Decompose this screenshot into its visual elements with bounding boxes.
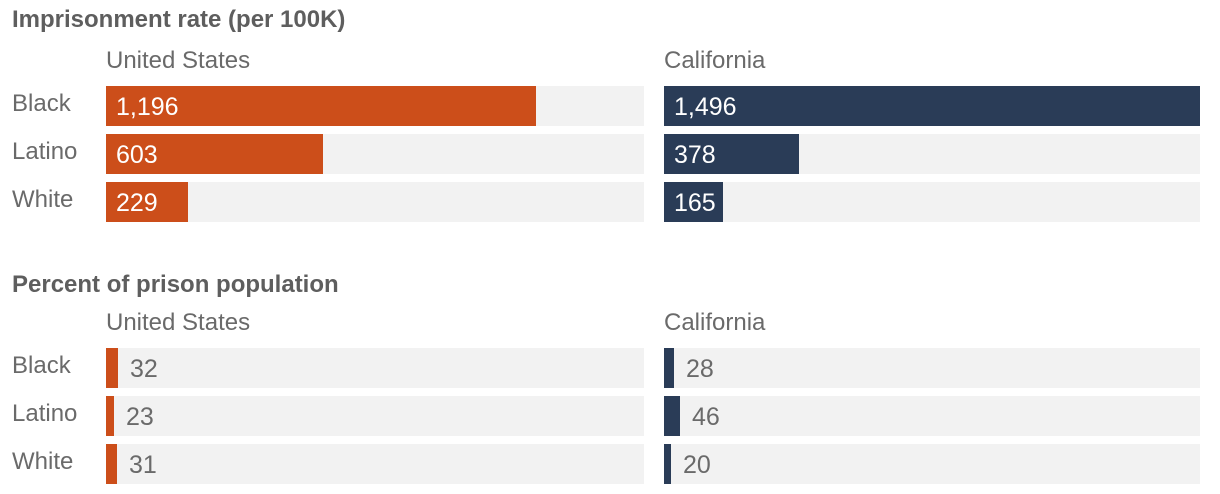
chart-1-value-label: 23 xyxy=(126,403,154,431)
chart-0-bar-california xyxy=(664,182,723,222)
chart-0-bar-california xyxy=(664,86,1200,126)
chart-1-panel-title-california: California xyxy=(664,309,766,336)
chart-0-category-label: Black xyxy=(12,90,71,117)
chart-1-track: 32 xyxy=(106,348,644,388)
chart-0-bar-united_states xyxy=(106,86,536,126)
chart-0-bar-united_states xyxy=(106,182,188,222)
chart-0-value-label: 165 xyxy=(674,189,716,217)
chart-1-track: 46 xyxy=(664,396,1200,436)
chart-0-value-label: 229 xyxy=(116,189,158,217)
chart-0-track: 1,196 xyxy=(106,86,644,126)
chart-1-track: 28 xyxy=(664,348,1200,388)
chart-1-bar-united_states xyxy=(106,348,118,388)
chart-0-value-label: 378 xyxy=(674,141,716,169)
chart-1-track: 20 xyxy=(664,444,1200,484)
chart-1-category-label: Latino xyxy=(12,400,78,427)
chart-1-category-label: Black xyxy=(12,352,71,379)
chart-1-bar-california xyxy=(664,444,671,484)
chart-1-bar-united_states xyxy=(106,396,114,436)
chart-1-bar-california xyxy=(664,396,680,436)
chart-0-bar-california xyxy=(664,134,799,174)
chart-1-bar-california xyxy=(664,348,674,388)
chart-1-bar-united_states xyxy=(106,444,117,484)
chart-0-title: Imprisonment rate (per 100K) xyxy=(12,6,346,33)
chart-0-panel-title-california: California xyxy=(664,47,766,74)
chart-0-panel-title-united_states: United States xyxy=(106,47,251,74)
chart-0-track: 603 xyxy=(106,134,644,174)
chart-1-value-label: 46 xyxy=(692,403,720,431)
chart-1-category-label: White xyxy=(12,448,74,475)
chart-0-track: 229 xyxy=(106,182,644,222)
chart-0-value-label: 603 xyxy=(116,141,158,169)
chart-1-title: Percent of prison population xyxy=(12,271,339,298)
chart-0-bar-united_states xyxy=(106,134,323,174)
chart-1-value-label: 31 xyxy=(129,451,157,479)
chart-1-panel-title-united_states: United States xyxy=(106,309,251,336)
chart-0-track: 165 xyxy=(664,182,1200,222)
chart-0-value-label: 1,496 xyxy=(674,93,737,121)
chart-1-value-label: 28 xyxy=(686,355,714,383)
chart-1-track: 23 xyxy=(106,396,644,436)
chart-0-track: 1,496 xyxy=(664,86,1200,126)
chart-1-value-label: 32 xyxy=(130,355,158,383)
chart-0-value-label: 1,196 xyxy=(116,93,179,121)
chart-0-category-label: White xyxy=(12,186,74,213)
chart-0-track: 378 xyxy=(664,134,1200,174)
chart-0-category-label: Latino xyxy=(12,138,78,165)
chart-1-value-label: 20 xyxy=(683,451,711,479)
chart-1-track: 31 xyxy=(106,444,644,484)
